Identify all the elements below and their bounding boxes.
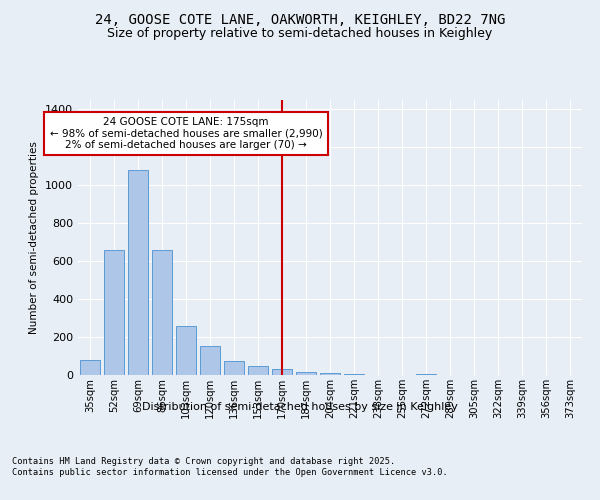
Y-axis label: Number of semi-detached properties: Number of semi-detached properties: [29, 141, 40, 334]
Bar: [248, 366, 268, 375]
Text: Distribution of semi-detached houses by size in Keighley: Distribution of semi-detached houses by …: [142, 402, 458, 412]
Bar: [344, 374, 364, 375]
Bar: [416, 374, 436, 375]
Text: Size of property relative to semi-detached houses in Keighley: Size of property relative to semi-detach…: [107, 28, 493, 40]
Bar: [152, 250, 172, 375]
Text: 24 GOOSE COTE LANE: 175sqm
← 98% of semi-detached houses are smaller (2,990)
2% : 24 GOOSE COTE LANE: 175sqm ← 98% of semi…: [50, 117, 322, 150]
Bar: [224, 361, 244, 375]
Text: Contains HM Land Registry data © Crown copyright and database right 2025.
Contai: Contains HM Land Registry data © Crown c…: [12, 458, 448, 477]
Bar: [176, 326, 196, 375]
Text: 24, GOOSE COTE LANE, OAKWORTH, KEIGHLEY, BD22 7NG: 24, GOOSE COTE LANE, OAKWORTH, KEIGHLEY,…: [95, 12, 505, 26]
Bar: [200, 346, 220, 375]
Bar: [104, 250, 124, 375]
Bar: [128, 170, 148, 375]
Bar: [272, 370, 292, 375]
Bar: [320, 373, 340, 375]
Bar: [296, 372, 316, 375]
Bar: [80, 360, 100, 375]
